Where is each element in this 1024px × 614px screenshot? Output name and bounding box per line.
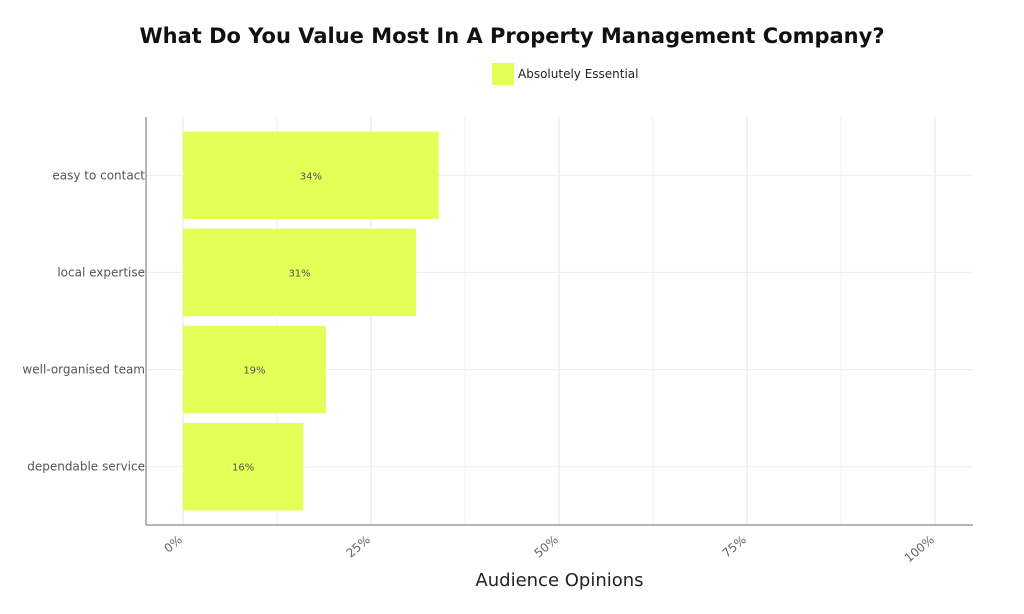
bar: [183, 228, 417, 317]
chart-title: What Do You Value Most In A Property Man…: [139, 24, 885, 48]
legend-label: Absolutely Essential: [518, 67, 639, 81]
x-tick-label: 50%: [531, 533, 560, 561]
data-label: 31%: [288, 268, 310, 279]
x-axis-label: Audience Opinions: [475, 570, 644, 591]
y-tick-label: well-organised team: [22, 363, 145, 377]
x-tick-label: 25%: [343, 533, 372, 561]
legend: Absolutely Essential: [492, 63, 639, 85]
data-label: 16%: [232, 463, 254, 474]
data-label: 19%: [243, 366, 265, 377]
bar: [183, 325, 326, 414]
bar: [183, 131, 439, 219]
x-tick-label: 0%: [161, 533, 185, 556]
y-tick-label: local expertise: [57, 265, 145, 279]
x-tick-label: 100%: [902, 533, 937, 566]
y-tick-label: easy to contact: [52, 168, 145, 182]
bar: [183, 423, 304, 511]
y-tick-label: dependable service: [27, 460, 145, 474]
x-tick-label: 75%: [719, 533, 748, 561]
legend-swatch: [492, 63, 514, 85]
data-label: 34%: [300, 171, 322, 182]
